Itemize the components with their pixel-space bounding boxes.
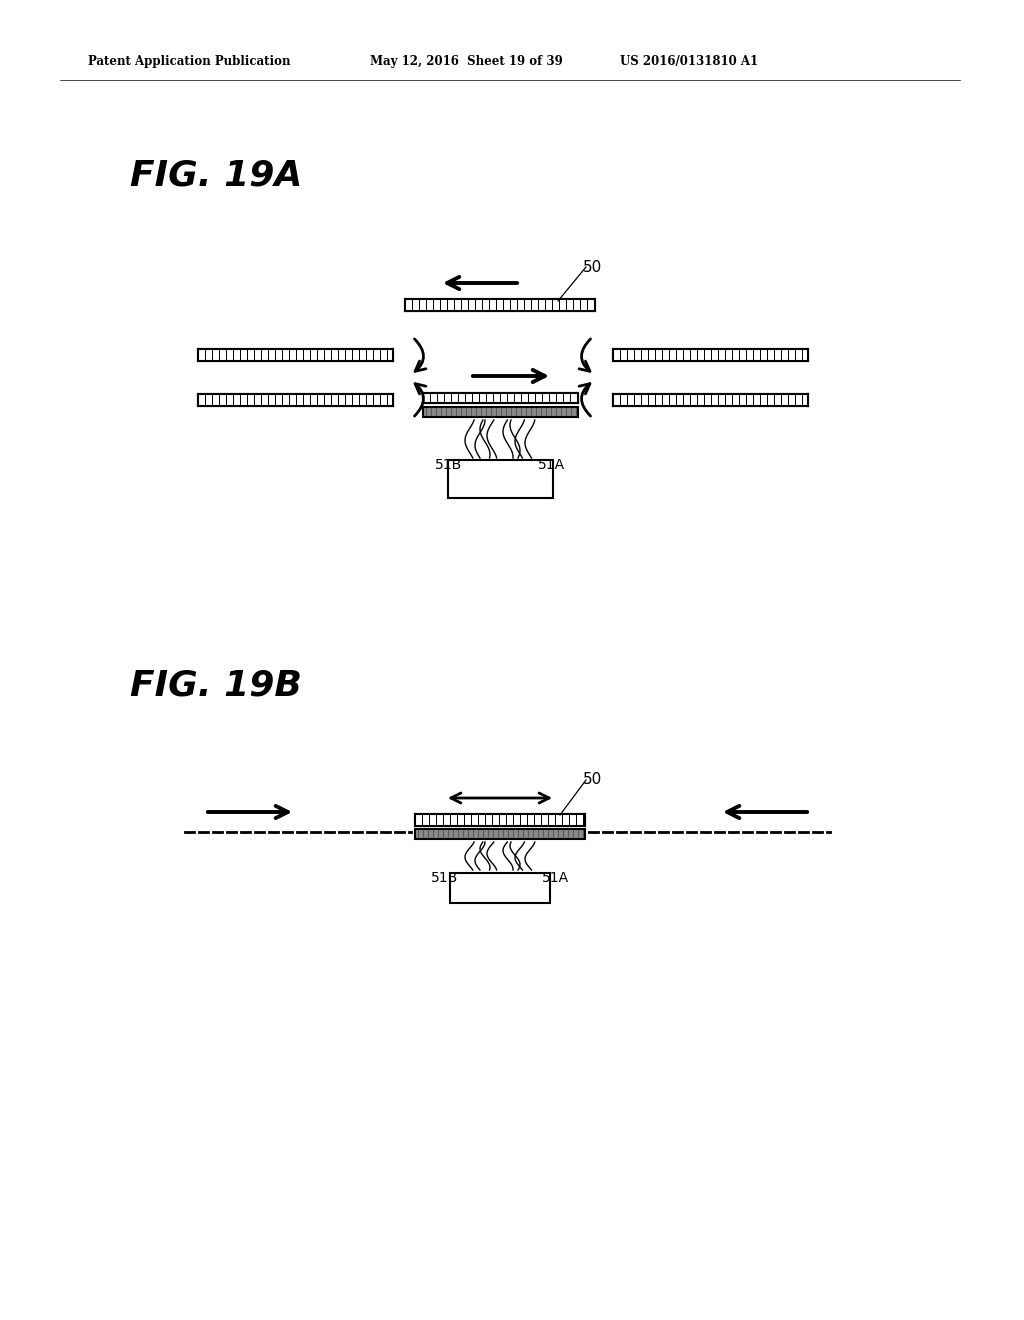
Bar [423,407,578,417]
Text: 50: 50 [583,772,602,788]
Text: 50: 50 [583,260,602,275]
Bar [406,300,595,312]
Bar [447,459,553,498]
Text: US 2016/0131810 A1: US 2016/0131810 A1 [620,55,758,69]
Text: 51B: 51B [431,871,458,884]
Bar [415,814,585,826]
Text: 51B: 51B [435,458,462,473]
Bar [612,348,808,360]
Text: 51A: 51A [542,871,569,884]
Text: 51A: 51A [538,458,565,473]
Bar [450,873,550,903]
Text: May 12, 2016  Sheet 19 of 39: May 12, 2016 Sheet 19 of 39 [370,55,563,69]
Text: FIG. 19B: FIG. 19B [130,668,302,702]
Bar [612,393,808,407]
Text: FIG. 19A: FIG. 19A [130,158,302,191]
Bar [423,393,578,403]
Bar [198,348,392,360]
Bar [198,393,392,407]
Text: Patent Application Publication: Patent Application Publication [88,55,291,69]
Bar [415,829,585,840]
